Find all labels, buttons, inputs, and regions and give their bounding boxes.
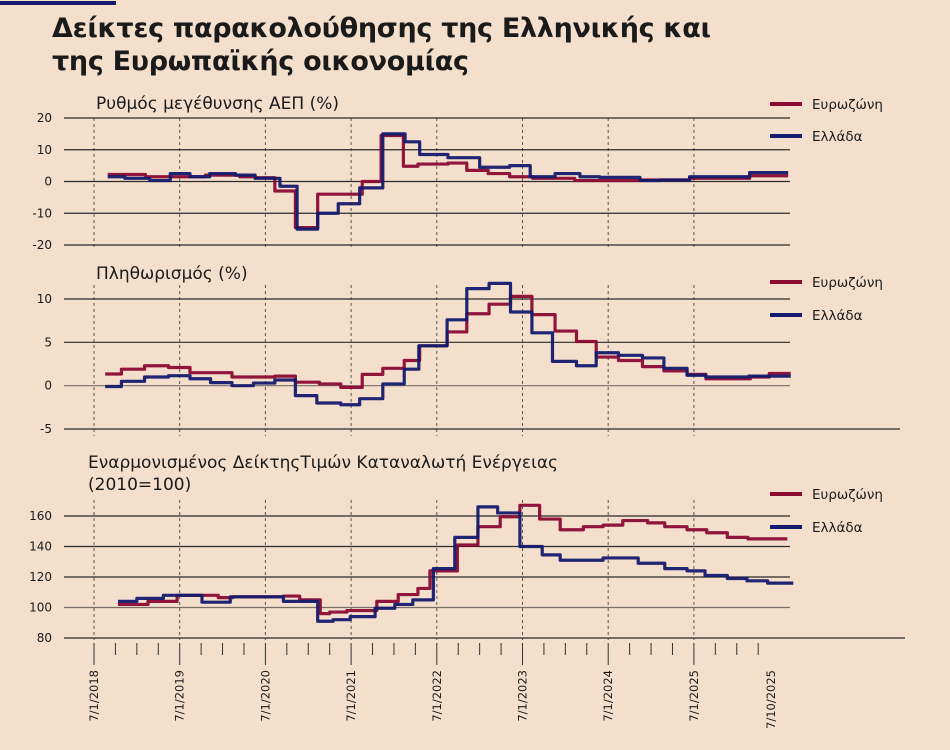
page-title: Δείκτες παρακολούθησης της Ελληνικής και…	[52, 12, 852, 78]
series-line-greece	[105, 281, 791, 407]
y-tick-label: 20	[37, 111, 52, 125]
x-tick-label: 7/1/2021	[344, 670, 358, 722]
legend-label: Ελλάδα	[812, 520, 863, 536]
x-tick-label: 7/1/2018	[87, 670, 101, 722]
inflation-chart-title: Πληθωρισμός (%)	[96, 264, 248, 284]
y-tick-label: 100	[29, 601, 52, 615]
y-tick-label: -10	[32, 206, 52, 220]
energy-chart-subtitle: (2010=100)	[88, 475, 191, 495]
y-tick-label: 140	[29, 540, 52, 554]
title-line-1: Δείκτες παρακολούθησης της Ελληνικής και	[52, 13, 711, 44]
x-tick-label: 7/1/2025	[687, 670, 701, 722]
x-tick-label: 7/10/2025	[764, 670, 778, 729]
y-tick-label: 5	[44, 335, 52, 349]
energy-chart-title: Εναρμονισμένος ΔείκτηςΤιμών Καταναλωτή Ε…	[88, 453, 558, 473]
legend-label: Ευρωζώνη	[812, 487, 883, 503]
x-tick-label: 7/1/2022	[430, 670, 444, 722]
x-tick-label: 7/1/2023	[516, 670, 530, 722]
y-tick-label: -5	[40, 422, 52, 436]
legend-label: Ελλάδα	[812, 129, 863, 145]
y-tick-label: 10	[37, 143, 52, 157]
y-tick-label: 0	[44, 379, 52, 393]
series-line-greece	[107, 132, 789, 231]
gdp-chart-title: Ρυθμός μεγέθυνσης ΑΕΠ (%)	[96, 94, 339, 114]
y-tick-label: 80	[37, 631, 52, 645]
series-line-greece	[117, 505, 794, 623]
x-tick-label: 7/1/2024	[601, 670, 615, 722]
legend-label: Ελλάδα	[812, 308, 863, 324]
y-tick-label: 0	[44, 175, 52, 189]
y-tick-label: 160	[29, 509, 52, 523]
chart-panel-1: 20 10 0 -10 -20 Ευρωζώνη Ελλάδα	[32, 97, 883, 252]
top-accent-bar	[0, 1, 116, 5]
series-line-eurozone	[117, 503, 788, 616]
y-tick-label: 120	[29, 570, 52, 584]
legend-label: Ευρωζώνη	[812, 97, 883, 113]
y-tick-label: 10	[37, 292, 52, 306]
y-tick-label: -20	[32, 238, 52, 252]
x-tick-label: 7/1/2019	[173, 670, 187, 722]
title-line-2: της Ευρωπαϊκής οικονομίας	[52, 46, 469, 77]
chart-panel-2: 10 5 0 -5 Ευρωζώνη Ελλάδα	[37, 275, 900, 436]
legend-label: Ευρωζώνη	[812, 275, 883, 291]
x-tick-label: 7/1/2020	[258, 670, 272, 722]
chart-panel-3: 160 140 120 100 80 Ευρωζώνη Ελλάδα 7/1/2018 7/1/…	[29, 487, 905, 729]
